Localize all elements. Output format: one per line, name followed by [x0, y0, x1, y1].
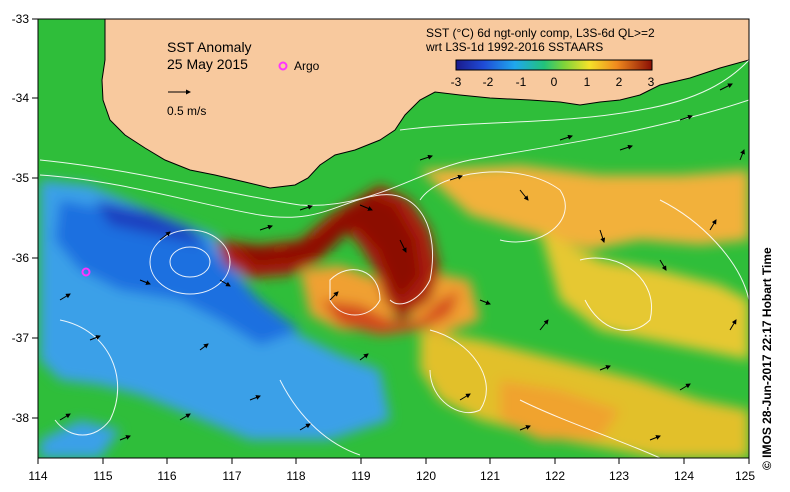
lon-tick-label: 124: [674, 469, 694, 483]
lat-tick-label: -33: [12, 12, 30, 26]
lon-tick-label: 118: [286, 469, 305, 483]
argo-float-icon: [81, 267, 91, 277]
lon-tick-label: 122: [545, 469, 565, 483]
colorbar-tick: 1: [584, 75, 591, 89]
colorbar-tick: -1: [516, 75, 527, 89]
velocity-arrows: [59, 83, 745, 441]
lon-tick-label: 125: [735, 469, 755, 483]
argo-marker-icon: [278, 61, 288, 71]
legend-line1: SST (°C) 6d ngt-only comp, L3S-6d QL>=2: [426, 26, 655, 40]
map-title: SST Anomaly: [167, 39, 252, 55]
lat-tick-label: -36: [12, 251, 30, 265]
lon-tick-label: 123: [609, 469, 629, 483]
colorbar: [455, 59, 653, 71]
lon-tick-label: 121: [480, 469, 500, 483]
lon-tick-label: 116: [157, 469, 176, 483]
colorbar-tick: -2: [483, 75, 494, 89]
lat-axis: [32, 18, 38, 419]
lat-tick-label: -34: [12, 91, 30, 105]
map-date: 25 May 2015: [167, 56, 248, 72]
lon-tick-label: 114: [28, 469, 47, 483]
lon-axis: [37, 458, 750, 464]
lat-tick-label: -37: [12, 331, 30, 345]
colorbar-tick: 3: [648, 75, 655, 89]
lon-tick-label: 117: [222, 469, 241, 483]
contours: [39, 59, 749, 458]
legend-line2: wrt L3S-1d 1992-2016 SSTAARS: [425, 40, 603, 54]
lon-tick-label: 119: [351, 469, 370, 483]
credit-label: © IMOS 28-Jun-2017 22:17 Hobart Time: [760, 247, 774, 470]
colorbar-tick: 2: [616, 75, 623, 89]
lat-tick-label: -38: [12, 411, 30, 425]
lat-tick-label: -35: [12, 171, 30, 185]
colorbar-tick: -3: [451, 75, 462, 89]
lon-tick-label: 120: [416, 469, 436, 483]
sst-field: [38, 19, 749, 458]
argo-label: Argo: [294, 59, 320, 73]
colorbar-tick: 0: [551, 75, 558, 89]
plot-frame: [37, 18, 750, 459]
lon-tick-label: 115: [93, 469, 112, 483]
velocity-scale-label: 0.5 m/s: [167, 104, 206, 118]
